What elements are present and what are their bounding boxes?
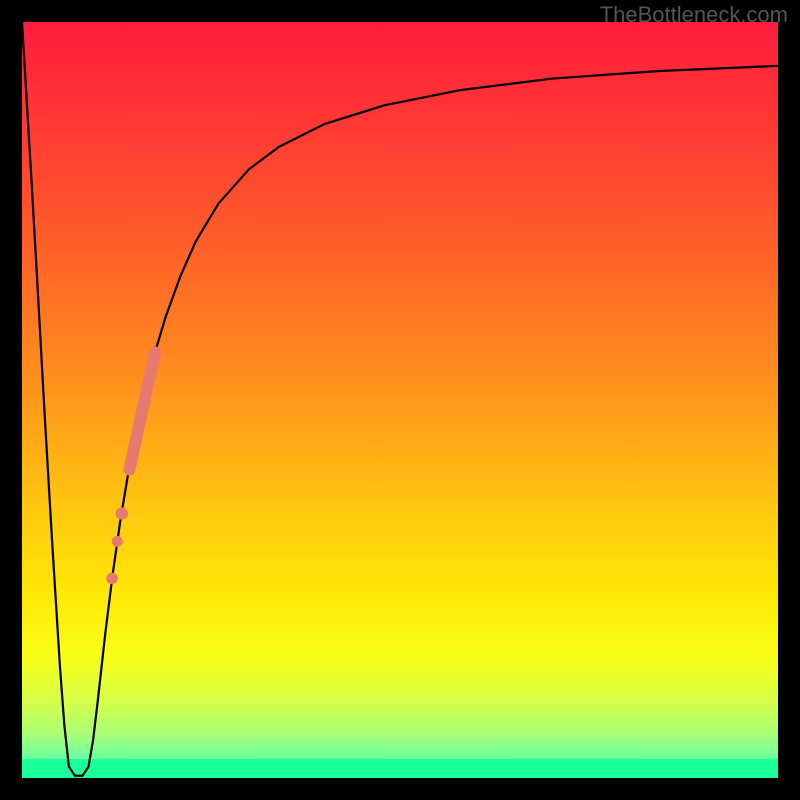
gradient-background [22,22,778,778]
chart-svg [22,22,778,778]
highlight-dot [106,573,118,585]
highlight-dot [116,507,128,519]
chart-plot [22,22,778,778]
highlight-dot [112,536,123,547]
green-bottom-band [22,759,778,778]
